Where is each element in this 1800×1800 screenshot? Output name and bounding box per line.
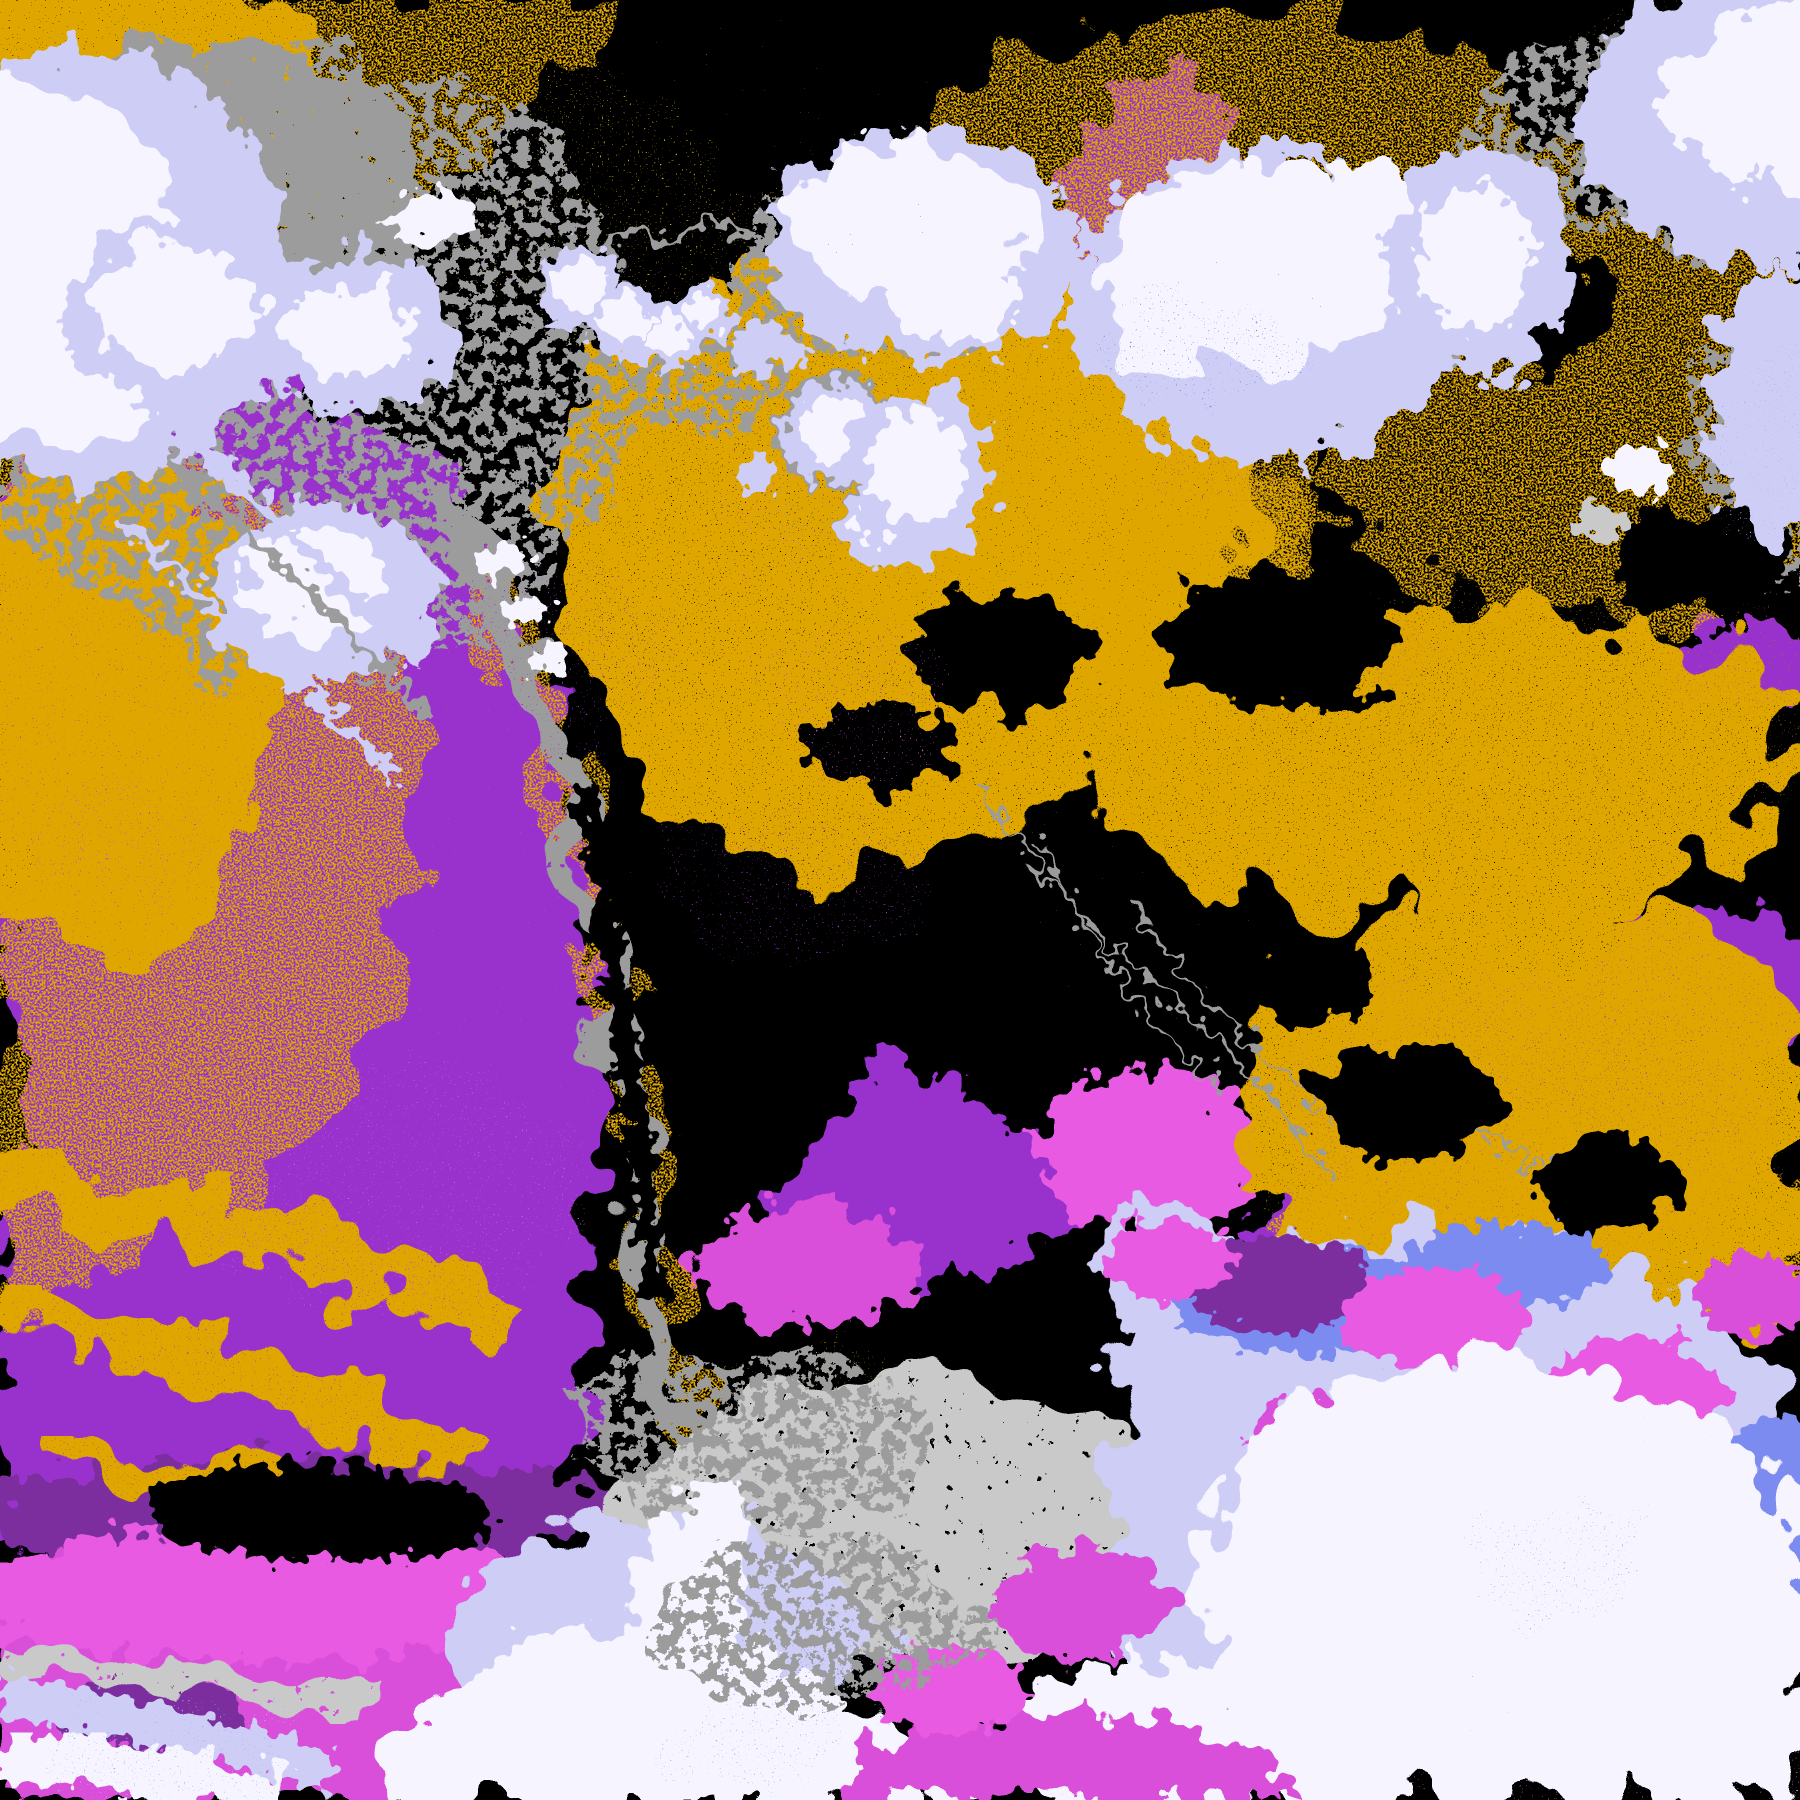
black-gap-se-3	[1230, 935, 1370, 1025]
popcorn-core-1	[553, 258, 607, 312]
black-valley-andes	[572, 787, 668, 1302]
gray-wisps-south-center-2	[580, 1350, 940, 1530]
magenta-fleck-in-shield	[1440, 1665, 1560, 1735]
deep-purple-fringe-band	[1185, 1237, 1375, 1333]
layer-high-clouds-southeast	[1000, 1208, 1800, 1800]
white-core-guyana	[868, 408, 964, 524]
black-dots-north-cluster	[830, 190, 980, 280]
gray-river-vein-3	[1128, 898, 1342, 1122]
purple-speckle-nw	[370, 570, 670, 760]
magenta-speckle-pacific-south	[200, 1055, 580, 1315]
amazon-cell-ring-3	[739, 454, 775, 490]
gray-blob-east-small	[1575, 502, 1625, 538]
gray-streak-nw	[166, 455, 435, 724]
gold-band-southwest-2	[0, 1297, 481, 1481]
black-gap-amazon-1	[905, 595, 1095, 715]
magenta-blob-plata	[690, 1205, 920, 1325]
white-blob-east-small	[1605, 445, 1675, 495]
magenta-fringe-1	[1340, 1268, 1530, 1372]
lavender-streak-nw-2	[115, 515, 405, 785]
black-gap-ne-3	[1610, 505, 1790, 615]
purple-speckle-amazon-south	[670, 810, 930, 960]
black-gap-se-2	[1535, 1137, 1685, 1233]
white-mass-nw-3	[288, 282, 412, 374]
magenta-fringe-5	[1110, 1220, 1230, 1300]
blue-flecks-right-edge	[1720, 340, 1800, 520]
white-blob-nw-small	[390, 192, 474, 244]
white-mass-ne-corner	[1665, 3, 1800, 187]
magenta-fleck-pacific-edge	[40, 780, 220, 900]
gray-streak-sw-corner	[0, 1638, 383, 1727]
white-mass-north-cluster-2	[893, 260, 1017, 344]
white-mass-nw-2	[95, 243, 255, 367]
andes-cap-3	[528, 647, 568, 673]
black-gap-se-1	[1310, 1040, 1500, 1160]
black-gap-ne-2	[1160, 570, 1400, 710]
white-core-right-edge	[1417, 186, 1533, 330]
andes-cap-2	[506, 596, 550, 624]
gray-river-vein-1	[978, 788, 1332, 1181]
gold-dark-overlay-ne-2	[1270, 560, 1800, 840]
popcorn-core-2	[603, 297, 649, 343]
layer-high-clouds-northwest	[0, 45, 474, 785]
popcorn-ring-6	[779, 336, 811, 368]
andes-cap-1	[479, 544, 531, 576]
lavender-streak-nw-1	[135, 393, 416, 666]
blue-flecks-south	[670, 1695, 850, 1785]
popcorn-core-3	[648, 314, 690, 356]
layer-high-clouds-south	[0, 1478, 1300, 1800]
blue-flecks-sw-corner	[30, 1700, 290, 1800]
blue-flecks-in-shield-2	[1630, 1425, 1770, 1515]
periwinkle-flecks-ne-cluster	[1110, 293, 1300, 417]
magenta-fringe-3	[1693, 1253, 1800, 1337]
layer-high-clouds-north	[765, 0, 1800, 557]
periwinkle-flecks-south	[745, 1620, 915, 1710]
blue-flecks-in-shield-1	[1470, 1505, 1650, 1615]
gray-coastline-squiggle	[597, 217, 761, 252]
popcorn-core-4	[689, 293, 723, 327]
magenta-blob-central	[1035, 1070, 1265, 1230]
black-hole-southwest	[150, 1462, 493, 1562]
magenta-speckle-amazon-1	[765, 630, 955, 780]
popcorn-ring-5	[731, 321, 783, 373]
gray-river-vein-2	[1038, 839, 1222, 1092]
magenta-blob-south-1	[990, 1550, 1180, 1660]
